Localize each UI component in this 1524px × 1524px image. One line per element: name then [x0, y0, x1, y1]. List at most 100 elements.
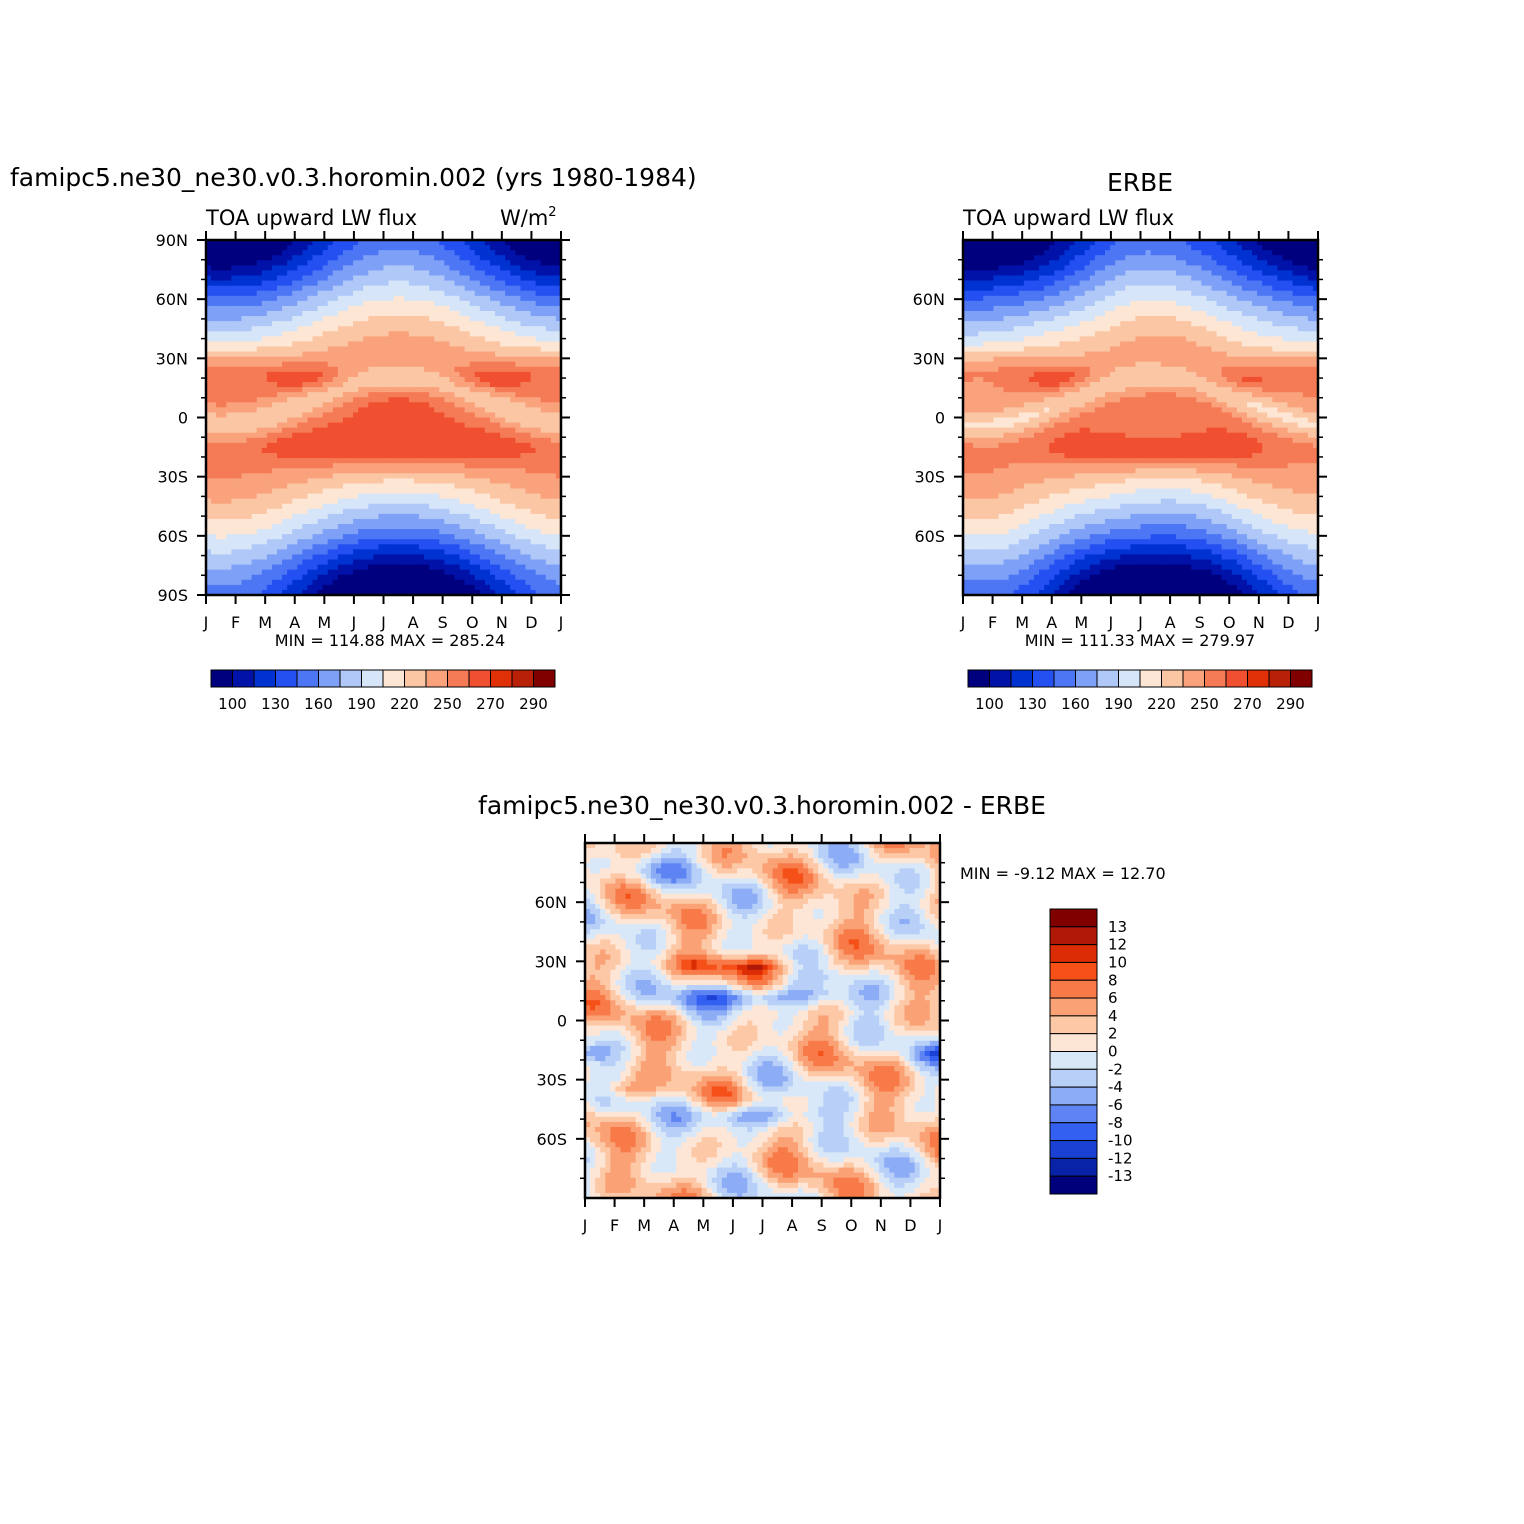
field-cell [256, 382, 263, 388]
field-cell [383, 280, 390, 287]
field-cell [464, 524, 471, 530]
field-cell [327, 275, 334, 282]
field-cell [358, 524, 364, 530]
field-cell [353, 402, 359, 408]
field-cell [500, 316, 506, 322]
field-cell [266, 265, 273, 272]
field-cell [231, 488, 238, 495]
field-cell [495, 427, 501, 434]
field-cell [403, 539, 410, 545]
field-cell [246, 574, 253, 581]
field-cell [484, 518, 491, 525]
field-cell [256, 361, 263, 368]
field-cell [490, 255, 496, 261]
field-cell [520, 442, 527, 449]
field-cell [555, 371, 561, 378]
field-cell [535, 321, 542, 327]
field-cell [271, 473, 278, 479]
field-cell [261, 392, 268, 398]
field-cell [251, 382, 258, 388]
field-cell [484, 346, 491, 353]
field-cell [292, 508, 298, 515]
field-cell [211, 361, 217, 368]
field-cell [550, 412, 557, 419]
field-cell [398, 275, 405, 282]
field-cell [393, 534, 400, 540]
field-cell [383, 564, 390, 571]
field-cell [337, 341, 344, 348]
field-cell [474, 295, 481, 302]
field-cell [398, 326, 405, 332]
field-cell [505, 402, 511, 408]
field-cell [277, 518, 283, 525]
field-cell [307, 447, 314, 454]
field-cell [302, 275, 309, 282]
field-cell [256, 478, 263, 485]
field-cell [266, 387, 273, 393]
field-cell [439, 493, 445, 500]
field-cell [479, 518, 486, 525]
field-cell [413, 579, 420, 586]
field-cell [424, 549, 430, 556]
field-cell [434, 473, 440, 479]
field-cell [403, 265, 410, 272]
field-cell [221, 508, 227, 515]
field-cell [459, 422, 466, 429]
field-cell [413, 387, 420, 393]
field-cell [251, 589, 258, 595]
field-cell [332, 442, 339, 449]
field-cell [266, 447, 273, 454]
field-cell [459, 295, 466, 302]
field-cell [535, 300, 542, 307]
field-cell [302, 311, 309, 317]
field-cell [520, 290, 527, 297]
field-cell [439, 397, 445, 403]
field-cell [464, 574, 471, 581]
field-cell [383, 300, 390, 307]
field-cell [444, 432, 451, 439]
field-cell [530, 442, 537, 449]
field-cell [550, 361, 557, 368]
field-cell [500, 250, 506, 256]
field-cell [277, 478, 283, 485]
field-cell [373, 503, 380, 510]
field-cell [271, 356, 278, 363]
field-cell [271, 366, 278, 373]
field-cell [398, 240, 405, 246]
field-cell [545, 407, 552, 414]
field-cell [439, 463, 445, 469]
field-cell [510, 321, 516, 327]
field-cell [449, 371, 456, 378]
field-cell [495, 442, 501, 449]
field-cell [500, 371, 506, 378]
field-cell [515, 549, 522, 556]
field-cell [261, 564, 268, 571]
field-cell [479, 305, 486, 312]
field-cell [439, 488, 445, 495]
field-cell [530, 285, 537, 292]
field-cell [277, 407, 283, 414]
field-cell [261, 275, 268, 282]
field-cell [469, 255, 476, 261]
field-cell [545, 437, 552, 444]
field-cell [337, 316, 344, 322]
field-cell [520, 402, 527, 408]
field-cell [322, 245, 329, 251]
field-cell [510, 240, 516, 246]
field-cell [490, 376, 496, 383]
field-cell [515, 478, 522, 485]
field-cell [535, 295, 542, 302]
field-cell [211, 402, 217, 408]
field-cell [555, 554, 561, 561]
field-cell [505, 285, 511, 292]
field-cell [327, 463, 334, 469]
field-cell [322, 447, 329, 454]
field-cell [459, 250, 466, 256]
field-cell [337, 508, 344, 515]
field-cell [444, 397, 451, 403]
field-cell [322, 508, 329, 515]
field-cell [322, 412, 329, 419]
field-cell [545, 371, 552, 378]
field-cell [413, 427, 420, 434]
field-cell [545, 559, 552, 566]
